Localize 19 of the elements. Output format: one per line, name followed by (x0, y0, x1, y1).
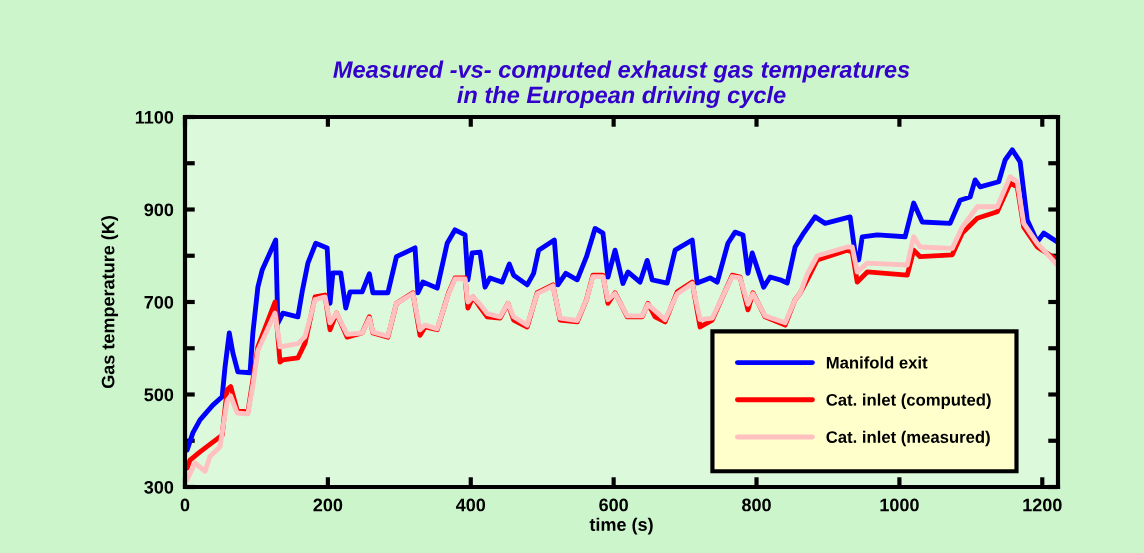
y-tick-label: 1100 (135, 110, 174, 124)
line-series (185, 147, 1058, 453)
x-tick-label: 0 (180, 498, 190, 512)
legend-label: Cat. inlet (computed) (826, 393, 991, 410)
x-axis-title: time (s) (589, 517, 653, 535)
x-tick-label: 600 (599, 498, 628, 512)
x-tick-label: 200 (313, 498, 343, 512)
x-tick-label: 1200 (1023, 498, 1062, 512)
x-tick-label: 400 (455, 498, 486, 512)
legend-label: Cat. inlet (measured) (826, 430, 990, 447)
x-tick-label: 1000 (880, 498, 919, 512)
legend-label: Manifold exit (826, 356, 928, 369)
chart-title: Measured -vs- computed exhaust gas temperatures in the European driving cycle (333, 60, 910, 109)
y-tick-label: 700 (144, 295, 174, 309)
y-tick-label: 300 (144, 480, 174, 494)
y-tick-label: 900 (144, 203, 174, 217)
x-tick-label: 800 (742, 498, 771, 512)
y-tick-label: 500 (144, 388, 174, 402)
y-axis-title: Gas temperature (K) (101, 216, 119, 389)
